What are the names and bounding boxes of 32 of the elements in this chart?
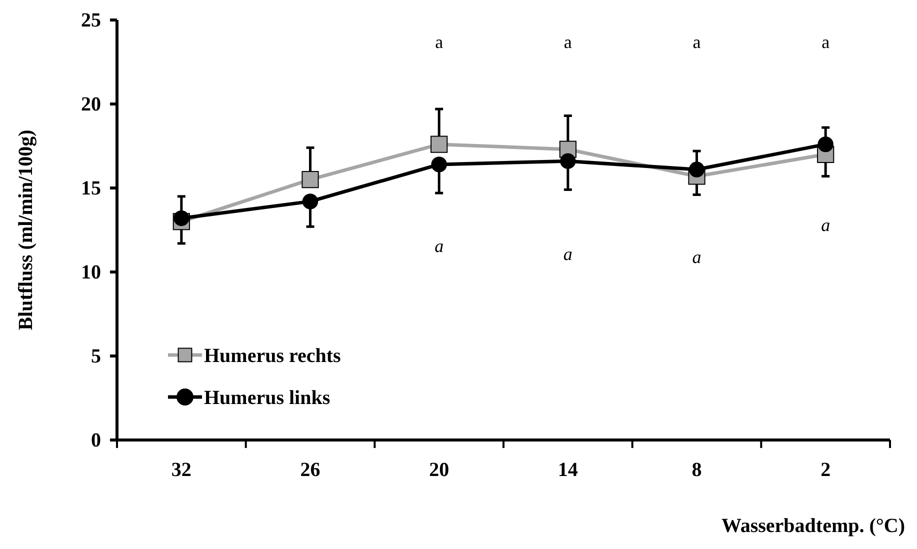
y-tick-label: 5 [91,345,101,368]
x-tick-label: 8 [692,459,702,481]
annotation: a [821,215,830,235]
annotation: a [434,236,444,256]
point [174,210,190,226]
annotation: a [564,32,572,52]
y-tick-label: 10 [81,261,101,284]
point [560,153,576,169]
point [818,136,834,152]
x-tick-label: 2 [820,459,831,481]
y-tick-label: 25 [81,9,101,32]
annotation: a [692,247,702,267]
annotation: a [692,32,701,52]
x-tick-label: 32 [171,459,192,481]
x-tick-label: 20 [429,459,450,481]
y-tick-label: 0 [91,429,101,452]
point [688,162,705,178]
annotation: a [563,244,572,264]
x-tick-label: 26 [300,459,320,481]
y-axis-title: Blutfluss (ml/min/100g) [15,130,37,330]
point [431,156,447,172]
annotation: a [822,32,830,52]
x-tick-label: 14 [558,459,578,481]
y-tick-label: 20 [81,93,101,116]
y-tick-label: 15 [81,177,101,200]
annotation: a [435,32,444,52]
point [302,171,319,188]
point [302,194,318,210]
x-axis-title: Wasserbadtemp. (°C) [721,515,905,537]
point [430,136,448,153]
legend-label: Humerus rechts [204,345,342,367]
legend-label: Humerus links [204,387,330,409]
